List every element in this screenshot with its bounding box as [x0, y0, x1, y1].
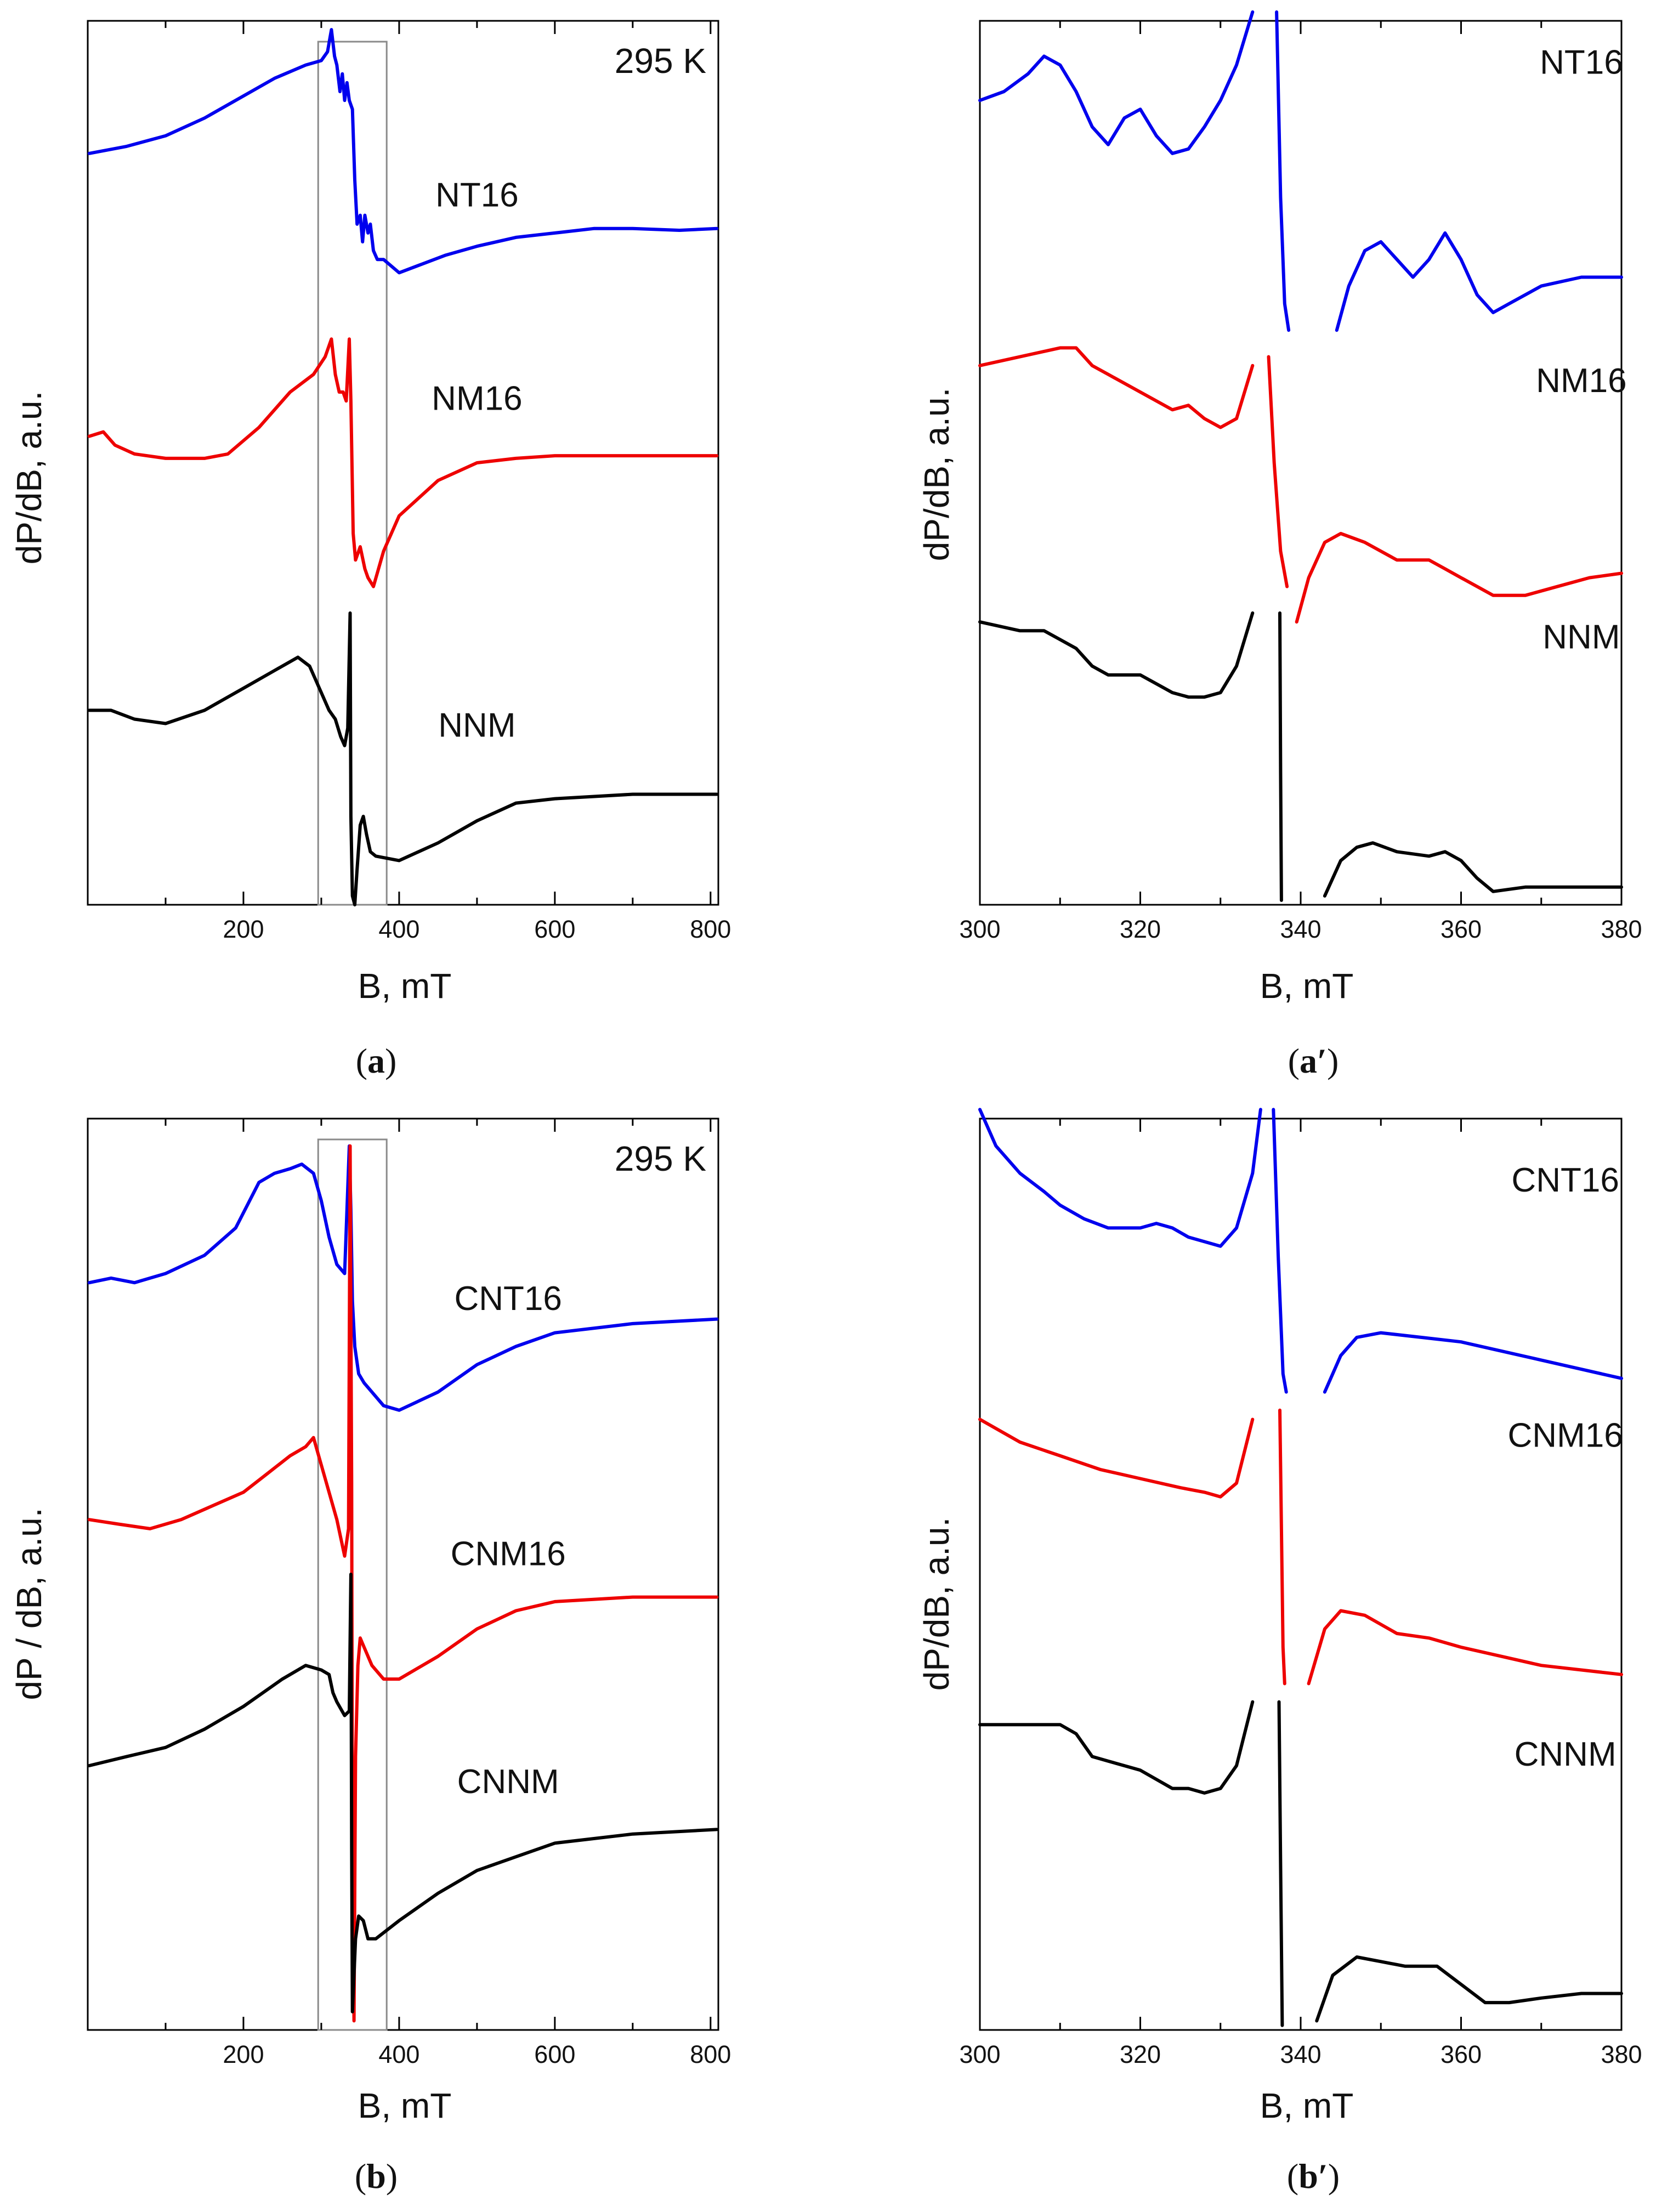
x-axis-title: B, mT [358, 2086, 452, 2125]
series-label-nt16: NT16 [435, 177, 519, 214]
y-axis-title: dP / dB, a.u. [9, 1507, 49, 1700]
series-label-nnm: NNM [438, 707, 515, 745]
x-tick-label: 380 [1601, 2040, 1642, 2068]
x-tick-label: 360 [1441, 915, 1482, 943]
series-line-cnnm [87, 1573, 719, 2014]
series-line-cnt16 [1323, 1331, 1623, 1394]
x-axis-title: B, mT [1260, 966, 1354, 1006]
plot-frame [979, 20, 1623, 906]
series-line-cnt16 [978, 1108, 1262, 1248]
x-tick-label: 300 [959, 2040, 1000, 2068]
x-tick-label: 320 [1120, 915, 1161, 943]
series-label-nm16: NM16 [432, 379, 522, 417]
series-line-cnm16 [1307, 1609, 1623, 1686]
series-line-nnm [87, 611, 719, 906]
y-axis-title: dP/dB, a.u. [917, 388, 956, 561]
y-axis-title: dP/dB, a.u. [9, 391, 49, 565]
series-line-nt16 [978, 10, 1255, 155]
x-tick-label: 340 [1280, 915, 1321, 943]
panel-caption: (a) [356, 1041, 397, 1080]
plot-frame [87, 1118, 719, 2031]
zoom-region-box [317, 41, 388, 906]
x-tick-label: 340 [1280, 2040, 1321, 2068]
x-tick-label: 600 [534, 2040, 575, 2068]
series-label-cnt16: CNT16 [1511, 1161, 1619, 1199]
panel-b-prime: dP/dB, a.u. B, mT (b′) 300 320 340 360 380 CN… [917, 1108, 1642, 2196]
series-line-nt16 [87, 28, 719, 275]
x-tick-label: 400 [378, 2040, 419, 2068]
zoom-region-box [317, 1138, 388, 2031]
series-line-cnm16 [87, 1144, 719, 2023]
x-tick-label: 200 [223, 2040, 264, 2068]
series-label-nm16: NM16 [1536, 362, 1626, 400]
x-tick-label: 380 [1601, 915, 1642, 943]
series-line-nm16 [87, 337, 719, 588]
series-label-cnm16: CNM16 [1508, 1416, 1623, 1454]
series-line-nnm [1278, 611, 1283, 902]
series-line-cnm16 [1278, 1408, 1286, 1686]
series-label-cnm16: CNM16 [451, 1535, 566, 1573]
x-tick-label: 320 [1120, 2040, 1161, 2068]
panel-b: dP / dB, a.u. B, mT (b) 200 400 600 800 295 … [9, 1118, 731, 2196]
y-axis-title: dP/dB, a.u. [917, 1517, 956, 1691]
x-tick-label: 360 [1441, 2040, 1482, 2068]
x-tick-label: 600 [534, 915, 575, 943]
temperature-label: 295 K [615, 41, 706, 81]
series-label-cnnm: CNNM [1515, 1735, 1617, 1773]
series-line-cnnm [978, 1700, 1255, 1795]
series-line-nt16 [1275, 10, 1291, 332]
plot-frame [87, 20, 719, 906]
panel-a: dP/dB, a.u. B, mT (a) 200 400 600 800 295 K N… [9, 20, 731, 1080]
panel-caption: (b) [355, 2157, 398, 2196]
panel-caption: (a′) [1288, 1041, 1339, 1080]
x-tick-label: 800 [690, 915, 731, 943]
panel-caption: (b′) [1287, 2157, 1340, 2196]
x-tick-label: 200 [223, 915, 264, 943]
series-line-cnt16 [87, 1144, 719, 1412]
series-label-nnm: NNM [1542, 619, 1620, 656]
temperature-label: 295 K [615, 1139, 706, 1178]
series-line-nm16 [1267, 355, 1289, 588]
series-line-nnm [978, 611, 1255, 699]
x-tick-label: 300 [959, 915, 1000, 943]
x-axis-title: B, mT [1260, 2086, 1354, 2125]
series-line-nt16 [1335, 231, 1623, 332]
x-tick-label: 800 [690, 2040, 731, 2068]
x-axis-title: B, mT [358, 966, 452, 1006]
series-line-nm16 [1295, 532, 1623, 624]
series-line-cnm16 [978, 1417, 1255, 1499]
panel-a-prime: dP/dB, a.u. B, mT (a′) 300 320 340 360 380 NT… [917, 10, 1642, 1080]
series-label-cnt16: CNT16 [454, 1280, 562, 1318]
series-label-nt16: NT16 [1540, 44, 1623, 82]
x-tick-label: 400 [378, 915, 419, 943]
series-line-nnm [1323, 841, 1623, 898]
series-label-cnnm: CNNM [457, 1763, 559, 1801]
series-line-cnnm [1315, 1955, 1623, 2023]
series-line-cnt16 [1272, 1108, 1288, 1394]
plot-frame [979, 1118, 1623, 2031]
series-line-nm16 [978, 346, 1255, 429]
series-line-cnnm [1277, 1700, 1284, 2027]
